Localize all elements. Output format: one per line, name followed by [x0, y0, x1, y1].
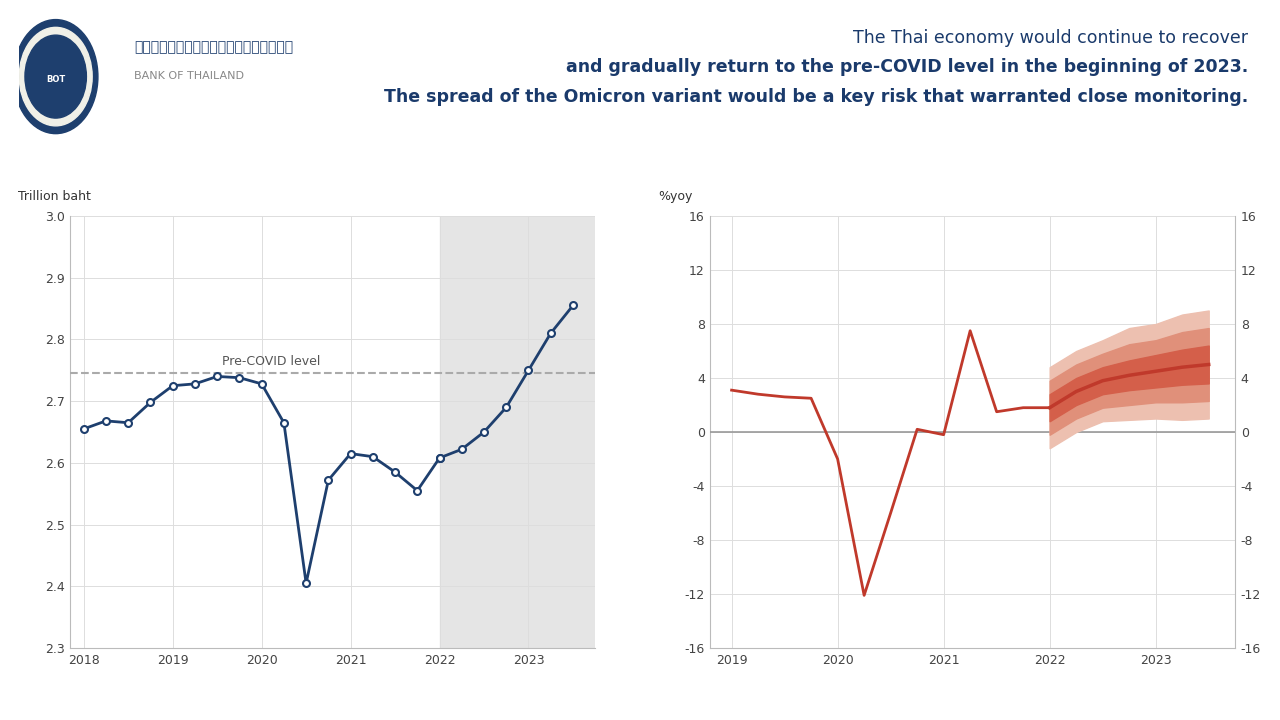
Circle shape — [24, 35, 86, 118]
Text: ธนาคารแห่งประเทศไทย: ธนาคารแห่งประเทศไทย — [134, 40, 293, 54]
Text: The Thai economy would continue to recover: The Thai economy would continue to recov… — [852, 29, 1248, 47]
Text: and gradually return to the pre-COVID level in the beginning of 2023.: and gradually return to the pre-COVID le… — [566, 58, 1248, 76]
Text: Trillion baht: Trillion baht — [18, 190, 91, 203]
Bar — [439, 216, 595, 648]
Text: GDP growth would be subject to downside risks in the short term: GDP growth would be subject to downside … — [755, 189, 1190, 203]
Text: %yoy: %yoy — [658, 190, 692, 203]
Text: Pre-COVID level: Pre-COVID level — [221, 356, 320, 369]
Circle shape — [13, 19, 97, 134]
Circle shape — [19, 27, 92, 126]
Text: BOT: BOT — [46, 75, 65, 84]
Text: BANK OF THAILAND: BANK OF THAILAND — [134, 71, 244, 81]
Text: The spread of the Omicron variant would be a key risk that warranted close monit: The spread of the Omicron variant would … — [384, 88, 1248, 106]
Text: Real GDP: Real GDP — [294, 187, 371, 205]
